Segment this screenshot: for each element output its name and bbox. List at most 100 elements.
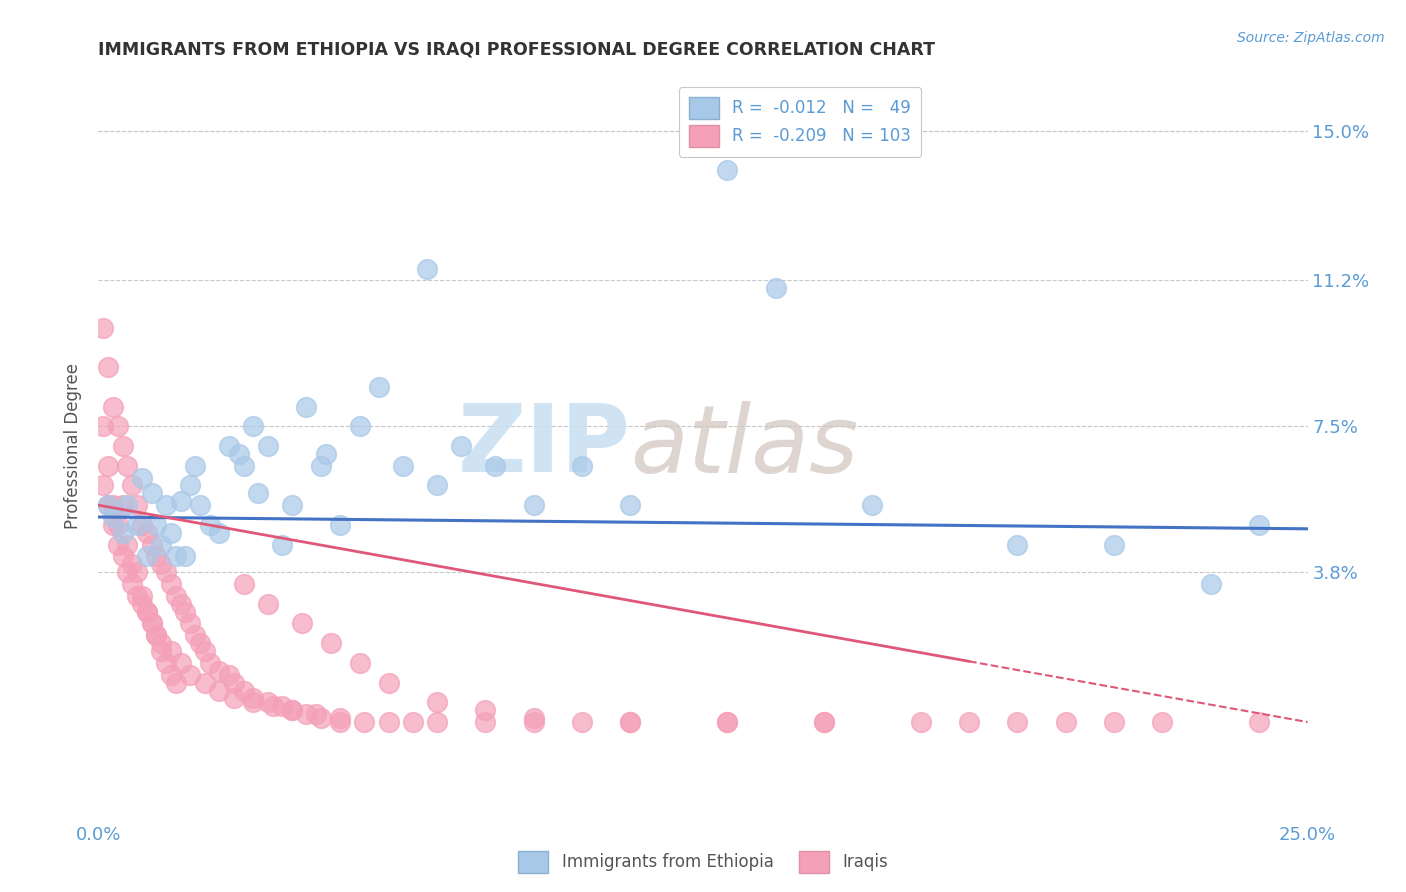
Point bbox=[450, 439, 472, 453]
Point bbox=[247, 486, 270, 500]
Point bbox=[426, 478, 449, 492]
Point bbox=[145, 628, 167, 642]
Point bbox=[131, 517, 153, 532]
Point bbox=[155, 656, 177, 670]
Point bbox=[141, 486, 163, 500]
Point bbox=[135, 605, 157, 619]
Point bbox=[107, 538, 129, 552]
Point bbox=[141, 616, 163, 631]
Point bbox=[474, 703, 496, 717]
Point bbox=[1152, 714, 1174, 729]
Point bbox=[97, 498, 120, 512]
Point bbox=[160, 577, 183, 591]
Point bbox=[179, 667, 201, 681]
Point bbox=[315, 447, 337, 461]
Point bbox=[127, 565, 149, 579]
Point bbox=[150, 558, 173, 572]
Point bbox=[242, 695, 264, 709]
Point bbox=[309, 711, 332, 725]
Point bbox=[377, 675, 399, 690]
Point bbox=[222, 691, 245, 706]
Point bbox=[131, 589, 153, 603]
Point bbox=[145, 517, 167, 532]
Point bbox=[392, 458, 415, 473]
Point bbox=[135, 525, 157, 540]
Point bbox=[228, 447, 250, 461]
Point bbox=[198, 517, 221, 532]
Point bbox=[101, 517, 124, 532]
Legend: Immigrants from Ethiopia, Iraqis: Immigrants from Ethiopia, Iraqis bbox=[512, 845, 894, 880]
Point bbox=[117, 458, 139, 473]
Point bbox=[117, 498, 139, 512]
Point bbox=[194, 675, 217, 690]
Point bbox=[160, 525, 183, 540]
Text: IMMIGRANTS FROM ETHIOPIA VS IRAQI PROFESSIONAL DEGREE CORRELATION CHART: IMMIGRANTS FROM ETHIOPIA VS IRAQI PROFES… bbox=[98, 41, 935, 59]
Point bbox=[174, 549, 197, 564]
Point bbox=[165, 675, 187, 690]
Point bbox=[208, 664, 231, 678]
Point bbox=[416, 261, 439, 276]
Point bbox=[188, 498, 211, 512]
Point bbox=[121, 558, 143, 572]
Point bbox=[174, 605, 197, 619]
Point bbox=[208, 683, 231, 698]
Point bbox=[184, 458, 207, 473]
Point bbox=[329, 711, 352, 725]
Point bbox=[111, 525, 134, 540]
Point bbox=[256, 597, 278, 611]
Point bbox=[232, 458, 254, 473]
Point bbox=[150, 644, 173, 658]
Point bbox=[127, 589, 149, 603]
Point bbox=[377, 714, 399, 729]
Point bbox=[619, 714, 641, 729]
Point bbox=[91, 320, 114, 334]
Point bbox=[571, 458, 593, 473]
Point bbox=[1007, 538, 1029, 552]
Point bbox=[1054, 714, 1077, 729]
Point bbox=[160, 667, 183, 681]
Point bbox=[165, 549, 187, 564]
Point bbox=[169, 597, 191, 611]
Point bbox=[218, 439, 240, 453]
Point bbox=[131, 470, 153, 484]
Point bbox=[813, 714, 835, 729]
Point bbox=[1249, 517, 1271, 532]
Point bbox=[101, 400, 124, 414]
Point bbox=[319, 636, 342, 650]
Point bbox=[107, 419, 129, 434]
Point bbox=[169, 494, 191, 508]
Point bbox=[256, 439, 278, 453]
Point bbox=[198, 656, 221, 670]
Point bbox=[155, 565, 177, 579]
Point bbox=[426, 714, 449, 729]
Point bbox=[107, 517, 129, 532]
Point bbox=[523, 711, 546, 725]
Point bbox=[160, 644, 183, 658]
Legend: R =  -0.012   N =   49, R =  -0.209   N = 103: R = -0.012 N = 49, R = -0.209 N = 103 bbox=[679, 87, 921, 157]
Point bbox=[232, 683, 254, 698]
Point bbox=[402, 714, 425, 729]
Point bbox=[349, 656, 371, 670]
Point bbox=[281, 703, 304, 717]
Point bbox=[145, 628, 167, 642]
Point bbox=[179, 478, 201, 492]
Point bbox=[111, 439, 134, 453]
Point bbox=[295, 707, 318, 722]
Point bbox=[141, 616, 163, 631]
Point bbox=[295, 400, 318, 414]
Point bbox=[184, 628, 207, 642]
Point bbox=[484, 458, 506, 473]
Point bbox=[523, 498, 546, 512]
Point bbox=[91, 478, 114, 492]
Point bbox=[222, 675, 245, 690]
Point bbox=[165, 589, 187, 603]
Point bbox=[155, 498, 177, 512]
Point bbox=[218, 667, 240, 681]
Point bbox=[716, 714, 738, 729]
Point bbox=[309, 458, 332, 473]
Point bbox=[349, 419, 371, 434]
Point bbox=[860, 498, 883, 512]
Point bbox=[1007, 714, 1029, 729]
Point bbox=[117, 565, 139, 579]
Point bbox=[117, 538, 139, 552]
